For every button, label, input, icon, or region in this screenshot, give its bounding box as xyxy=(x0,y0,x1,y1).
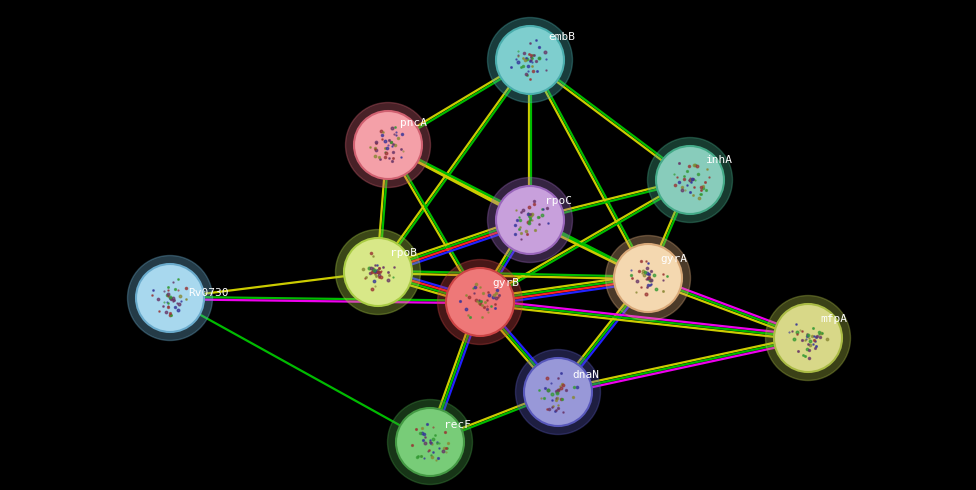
Ellipse shape xyxy=(774,304,842,372)
Ellipse shape xyxy=(346,102,430,188)
Text: dnaN: dnaN xyxy=(572,370,599,380)
Text: inhA: inhA xyxy=(706,155,733,165)
Ellipse shape xyxy=(354,111,422,179)
Ellipse shape xyxy=(524,358,592,426)
Ellipse shape xyxy=(765,295,850,381)
Text: recF: recF xyxy=(444,420,471,430)
Ellipse shape xyxy=(656,146,724,214)
Ellipse shape xyxy=(647,138,733,222)
Ellipse shape xyxy=(515,349,600,435)
Ellipse shape xyxy=(605,236,690,320)
Ellipse shape xyxy=(396,408,464,476)
Ellipse shape xyxy=(614,244,682,312)
Ellipse shape xyxy=(487,18,573,102)
Ellipse shape xyxy=(136,264,204,332)
Text: embB: embB xyxy=(548,32,575,42)
Ellipse shape xyxy=(437,260,522,344)
Ellipse shape xyxy=(487,177,573,263)
Ellipse shape xyxy=(128,255,213,341)
Ellipse shape xyxy=(496,26,564,94)
Text: gyrB: gyrB xyxy=(492,278,519,288)
Ellipse shape xyxy=(344,238,412,306)
Ellipse shape xyxy=(336,229,421,315)
Ellipse shape xyxy=(446,268,514,336)
Ellipse shape xyxy=(387,399,472,485)
Text: pncA: pncA xyxy=(400,118,427,128)
Text: Rv0730: Rv0730 xyxy=(188,288,228,298)
Text: mfpA: mfpA xyxy=(820,314,847,324)
Ellipse shape xyxy=(496,186,564,254)
Text: rpoC: rpoC xyxy=(545,196,572,206)
Text: rpoB: rpoB xyxy=(390,248,417,258)
Text: gyrA: gyrA xyxy=(660,254,687,264)
